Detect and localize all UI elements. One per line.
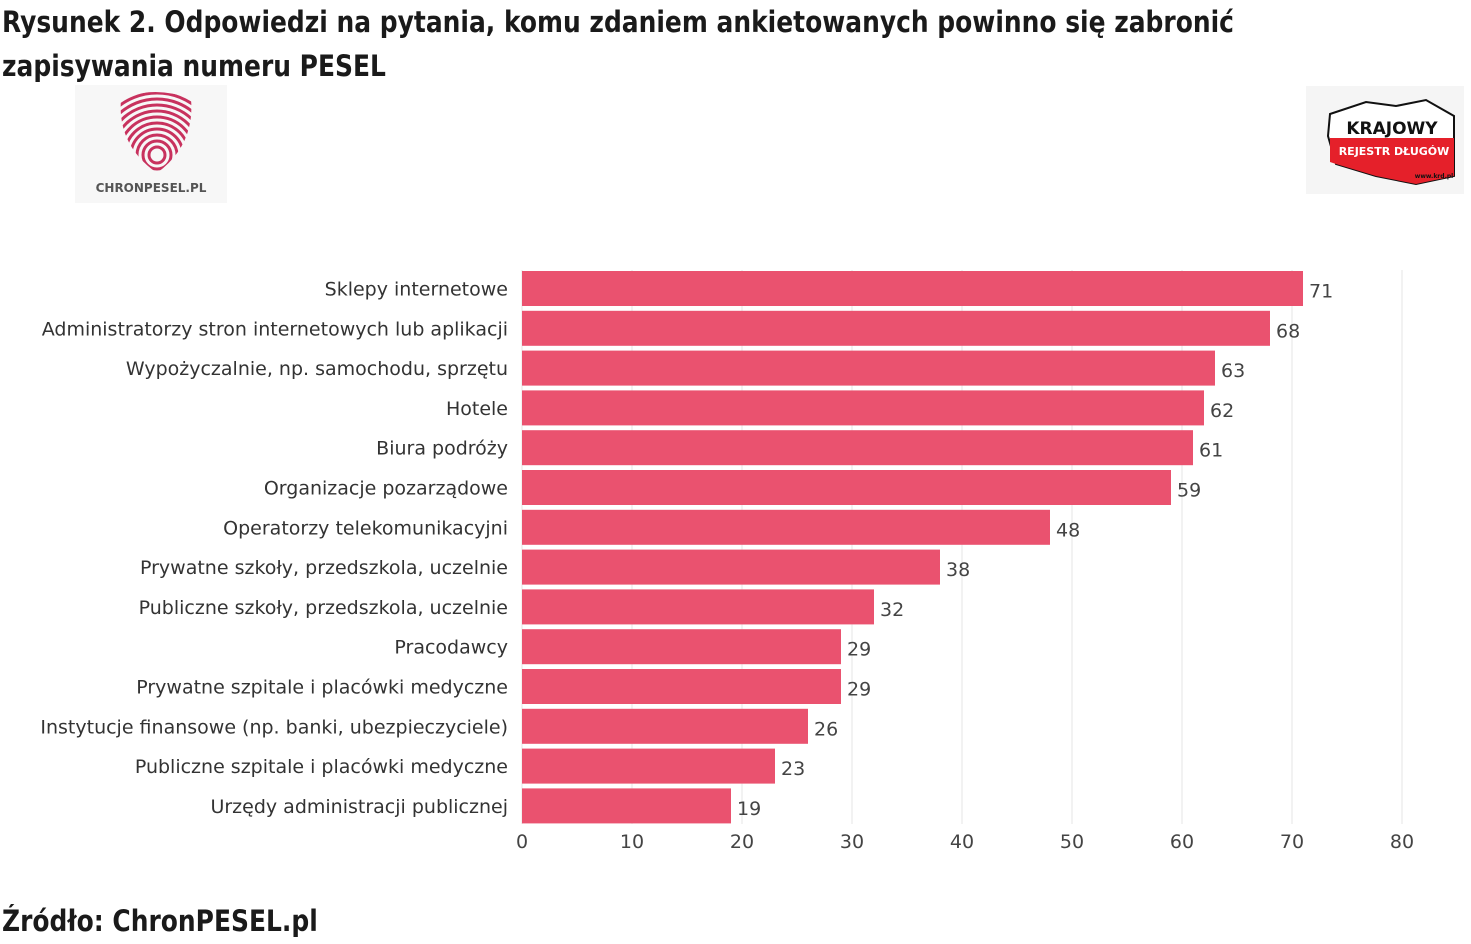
data-label: 61 <box>1199 440 1223 462</box>
category-label: Administratorzy stron internetowych lub … <box>42 318 508 340</box>
x-tick-label: 30 <box>840 831 864 853</box>
x-tick-label: 60 <box>1170 831 1194 853</box>
data-label: 26 <box>814 718 838 740</box>
data-label: 59 <box>1177 480 1201 502</box>
x-tick-label: 20 <box>730 831 754 853</box>
bar <box>522 788 731 824</box>
category-label: Organizacje pozarządowe <box>264 478 508 500</box>
logo-url-text: www.krd.pl <box>1415 173 1453 180</box>
category-label: Instytucje finansowe (np. banki, ubezpie… <box>40 716 508 738</box>
x-tick-label: 50 <box>1060 831 1084 853</box>
bar <box>522 748 775 784</box>
fingerprint-shield-icon <box>120 92 192 173</box>
x-tick-label: 70 <box>1280 831 1304 853</box>
source-note: Źródło: ChronPESEL.pl <box>2 904 318 938</box>
bar <box>522 629 841 665</box>
data-label: 38 <box>946 559 970 581</box>
x-tick-label: 0 <box>516 831 528 853</box>
logo-text: CHRONPESEL.PL <box>95 181 207 195</box>
data-label: 19 <box>737 798 761 820</box>
category-label: Hotele <box>446 398 508 420</box>
data-label: 71 <box>1309 281 1333 303</box>
x-tick-label: 10 <box>620 831 644 853</box>
bar <box>522 549 940 585</box>
bar <box>522 589 874 625</box>
category-label: Wypożyczalnie, np. samochodu, sprzętu <box>126 358 508 380</box>
x-tick-label: 40 <box>950 831 974 853</box>
category-label: Publiczne szpitale i placówki medyczne <box>135 756 508 778</box>
category-label: Sklepy internetowe <box>325 279 508 301</box>
category-label: Publiczne szkoły, przedszkola, uczelnie <box>139 597 508 619</box>
category-label: Urzędy administracji publicznej <box>210 796 508 818</box>
data-label: 63 <box>1221 360 1245 382</box>
bar <box>522 350 1215 386</box>
logo-rejestr-text: REJESTR DŁUGÓW <box>1339 145 1450 158</box>
category-label: Prywatne szkoły, przedszkola, uczelnie <box>140 557 508 579</box>
data-label: 29 <box>847 679 871 701</box>
bar <box>522 470 1171 505</box>
data-label: 23 <box>781 758 805 780</box>
data-label: 62 <box>1210 400 1234 422</box>
bar <box>522 708 808 744</box>
data-label: 29 <box>847 639 871 661</box>
data-label: 48 <box>1056 519 1080 541</box>
category-label: Operatorzy telekomunikacyjni <box>223 517 508 539</box>
bar <box>522 271 1303 306</box>
bar <box>522 669 841 704</box>
data-label: 68 <box>1276 320 1300 342</box>
bar <box>522 390 1204 426</box>
category-label: Biura podróży <box>376 438 508 460</box>
category-label: Prywatne szpitale i placówki medyczne <box>136 677 508 699</box>
chart-title: Rysunek 2. Odpowiedzi na pytania, komu z… <box>2 5 1234 83</box>
data-label: 32 <box>880 599 904 621</box>
category-label: Pracodawcy <box>394 637 508 659</box>
x-tick-label: 80 <box>1390 831 1414 853</box>
chronpesel-logo: CHRONPESEL.PL <box>75 85 227 203</box>
bar <box>522 310 1270 346</box>
bar <box>522 430 1193 466</box>
logo-krajowy-text: KRAJOWY <box>1346 119 1438 139</box>
krd-logo: KRAJOWY REJESTR DŁUGÓW www.krd.pl <box>1306 86 1464 194</box>
bar <box>522 509 1050 545</box>
